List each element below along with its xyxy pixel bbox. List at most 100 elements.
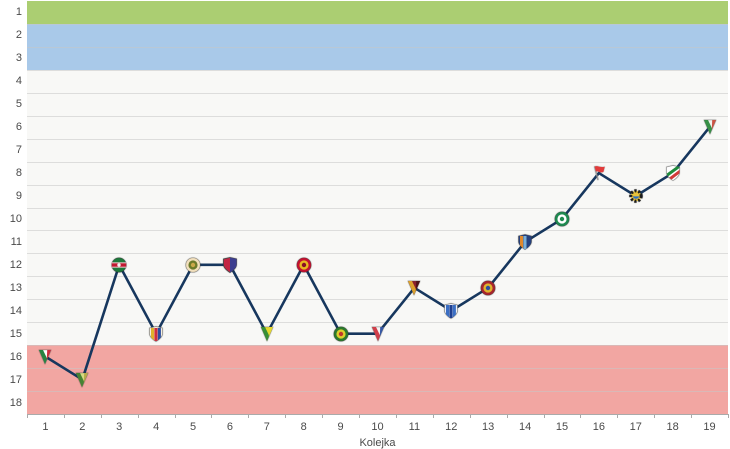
gridline (27, 391, 728, 393)
y-axis-label: 12 (9, 258, 22, 271)
club-crest-icon (111, 257, 127, 273)
zone-band (27, 1, 728, 24)
club-crest-icon (296, 257, 312, 273)
y-axis-label: 6 (15, 121, 22, 134)
x-axis-title: Kolejka (359, 437, 396, 449)
gridline (27, 115, 728, 117)
club-crest-icon (407, 280, 421, 296)
x-axis-tick (469, 414, 471, 418)
club-crest-marker-week-6 (221, 256, 239, 274)
club-crest-marker-week-15 (553, 210, 571, 228)
x-axis-tick (211, 414, 213, 418)
x-axis-tick (100, 414, 102, 418)
x-axis-tick (248, 414, 250, 418)
club-crest-icon (518, 234, 532, 250)
club-crest-icon (629, 189, 643, 203)
x-axis-label: 7 (263, 421, 270, 433)
gridline (27, 23, 728, 25)
gridline (27, 345, 728, 347)
y-axis-label: 1 (15, 6, 22, 19)
club-crest-icon (703, 119, 717, 135)
x-axis-label: 19 (703, 421, 716, 433)
x-axis-label: 16 (592, 421, 605, 433)
club-crest-icon (260, 326, 274, 342)
club-crest-marker-week-19 (701, 118, 719, 136)
x-axis-tick (137, 414, 139, 418)
club-crest-marker-week-10 (369, 325, 387, 343)
y-axis-label: 3 (15, 52, 22, 65)
x-axis-tick (506, 414, 508, 418)
club-crest-marker-week-9 (332, 325, 350, 343)
x-axis-tick (691, 414, 693, 418)
gridline (27, 368, 728, 370)
gridline (27, 92, 728, 94)
club-crest-marker-week-16 (590, 164, 608, 182)
club-crest-icon (185, 257, 201, 273)
x-axis-tick (395, 414, 397, 418)
x-axis-tick (432, 414, 434, 418)
gridline (27, 207, 728, 209)
club-crest-marker-week-3 (110, 256, 128, 274)
zone-band (27, 345, 728, 414)
club-crest-marker-week-2 (73, 371, 91, 389)
x-axis-tick (27, 414, 28, 418)
x-axis-label: 14 (518, 421, 532, 433)
x-axis-label: 8 (300, 421, 307, 433)
club-crest-marker-week-13 (479, 279, 497, 297)
x-axis-label: 4 (153, 421, 160, 433)
club-crest-marker-week-1 (36, 348, 54, 366)
y-axis-label: 5 (15, 98, 22, 111)
x-axis-tick (654, 414, 656, 418)
club-crest-icon (223, 256, 237, 273)
x-axis-tick (63, 414, 65, 418)
x-axis-tick (285, 414, 287, 418)
club-crest-marker-week-12 (442, 302, 460, 320)
x-axis-tick (728, 414, 729, 418)
x-axis-label: 5 (189, 421, 197, 433)
y-axis-label: 18 (9, 396, 22, 409)
club-crest-marker-week-7 (258, 325, 276, 343)
x-axis-tick (174, 414, 176, 418)
gridline (27, 161, 728, 163)
x-axis-line (27, 414, 728, 415)
x-axis-label: 15 (555, 421, 569, 433)
club-crest-marker-week-17 (627, 187, 645, 205)
gridline (27, 69, 728, 71)
club-crest-marker-week-14 (516, 233, 534, 251)
gridline (27, 299, 728, 301)
x-axis-label: 3 (116, 421, 123, 433)
club-crest-icon (38, 349, 52, 365)
x-axis-label: 9 (337, 421, 344, 433)
x-axis-tick (580, 414, 582, 418)
gridline (27, 322, 728, 324)
gridline (27, 253, 728, 255)
gridline (27, 276, 728, 278)
y-axis-label: 17 (9, 373, 22, 386)
x-axis-tick (359, 414, 361, 418)
club-crest-icon (149, 325, 163, 342)
club-crest-marker-week-5 (184, 256, 202, 274)
y-axis-label: 4 (15, 75, 22, 88)
club-crest-marker-week-18 (664, 164, 682, 182)
club-crest-marker-week-8 (295, 256, 313, 274)
x-axis-label: 6 (226, 421, 233, 433)
x-axis-label: 1 (42, 421, 49, 433)
club-crest-icon (75, 372, 89, 388)
gridline (27, 138, 728, 140)
gridline (27, 184, 728, 186)
club-crest-icon (444, 302, 459, 319)
x-axis-label: 12 (445, 421, 458, 433)
y-axis-label: 9 (15, 190, 22, 203)
x-axis-tick (617, 414, 619, 418)
gridline (27, 46, 728, 48)
club-crest-marker-week-11 (405, 279, 423, 297)
x-axis-label: 17 (629, 421, 642, 433)
plot-area (27, 1, 728, 414)
y-axis-label: 7 (15, 144, 22, 157)
y-axis-label: 2 (15, 29, 22, 42)
y-axis-label: 13 (9, 281, 22, 294)
y-axis-label: 8 (15, 167, 22, 180)
x-axis-tick (543, 414, 545, 418)
gridline (27, 230, 728, 232)
